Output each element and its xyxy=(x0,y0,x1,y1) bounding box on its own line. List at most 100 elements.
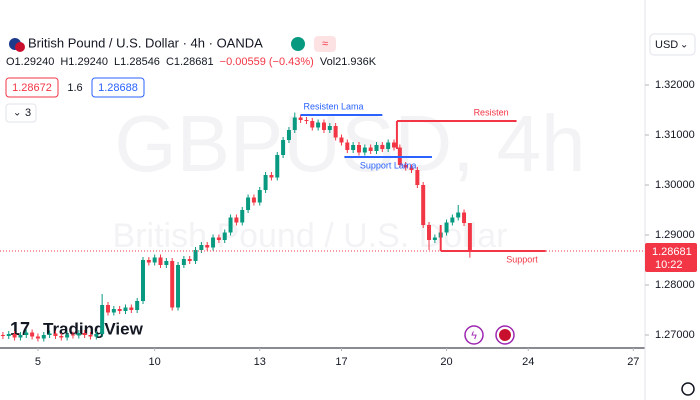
flag-icon xyxy=(499,329,511,341)
y-tick-label: 1.31000 xyxy=(655,129,695,141)
candle-body xyxy=(281,140,286,155)
countdown: 10:22 xyxy=(655,259,683,271)
market-open-dot[interactable] xyxy=(291,37,305,51)
ohlc-value: −0.00559 (−0.43%) xyxy=(220,56,314,68)
y-tick-label: 1.32000 xyxy=(655,79,695,91)
candle-body xyxy=(129,307,134,310)
x-tick-label: 20 xyxy=(440,356,452,368)
level-label: Support Lama xyxy=(360,160,417,170)
ohlc-row: O1.29240 H1.29240 L1.28546 C1.28681 −0.00559… xyxy=(6,56,377,68)
candle-body xyxy=(246,197,251,210)
logo-text: TradingView xyxy=(43,319,144,338)
bid-price[interactable]: 1.28672 xyxy=(12,82,52,94)
candle-body xyxy=(53,333,58,336)
level-label: Resisten xyxy=(474,107,509,117)
currency-select[interactable] xyxy=(649,33,696,56)
candle-body xyxy=(59,336,64,338)
candle-body xyxy=(41,335,46,339)
candle-body xyxy=(374,145,379,151)
y-tick-label: 1.29000 xyxy=(655,229,695,241)
sell-button[interactable] xyxy=(5,77,59,98)
candle-body xyxy=(117,309,122,311)
candle-body xyxy=(135,301,140,310)
x-tick-label: 5 xyxy=(35,356,41,368)
candle-body xyxy=(421,185,426,225)
ohlc-value: L1.28546 xyxy=(114,56,160,68)
candle-body xyxy=(205,245,210,248)
x-tick-label: 13 xyxy=(254,356,266,368)
candle-body xyxy=(222,232,227,240)
watermark-symbol: GBPUSD, 4h xyxy=(114,99,585,188)
candle-body xyxy=(356,145,361,153)
candle-body xyxy=(310,121,315,128)
ohlc-value: C1.28681 xyxy=(166,56,214,68)
candle-body xyxy=(181,259,186,265)
candle-body xyxy=(24,332,29,335)
candle-body xyxy=(368,147,373,151)
candle-body xyxy=(432,237,437,240)
candle-body xyxy=(170,261,175,308)
candle-body xyxy=(345,142,350,150)
candle-body xyxy=(362,147,367,153)
candle-body xyxy=(380,145,385,149)
status-icon: ≈ xyxy=(322,38,328,50)
candle-body xyxy=(199,245,204,250)
candle-body xyxy=(467,223,472,251)
candle-body xyxy=(327,126,332,130)
candle-body xyxy=(216,237,221,240)
candle-body xyxy=(444,222,449,233)
candle-body xyxy=(251,197,256,203)
candle-body xyxy=(76,333,81,336)
buy-button[interactable] xyxy=(91,77,145,98)
symbol-title[interactable]: British Pound / U.S. Dollar · 4h · OANDA xyxy=(28,35,263,50)
candle-body xyxy=(193,250,198,261)
candle-body xyxy=(141,260,146,301)
candle-body xyxy=(298,117,303,120)
y-tick-label: 1.28000 xyxy=(655,279,695,291)
currency[interactable]: USD xyxy=(655,39,678,51)
candle-body xyxy=(30,332,35,337)
candle-body xyxy=(158,257,163,265)
ask-price[interactable]: 1.28688 xyxy=(98,82,138,94)
candle-body xyxy=(187,259,192,261)
candle-body xyxy=(263,175,268,190)
chevron: ⌄ xyxy=(680,40,688,51)
settings-icon[interactable] xyxy=(681,382,695,396)
candle-body xyxy=(164,261,169,265)
candle-body xyxy=(456,212,461,218)
current-price-tag xyxy=(645,242,697,272)
lightning: ϟ xyxy=(471,330,477,342)
candle-body xyxy=(105,305,110,313)
candle-body xyxy=(269,175,274,178)
status-badge[interactable] xyxy=(314,36,336,52)
level-label: Support xyxy=(506,254,538,264)
candle-body xyxy=(386,142,391,149)
candle-body xyxy=(94,334,99,337)
events-icon[interactable] xyxy=(464,325,484,345)
candle-body xyxy=(333,126,338,138)
candle-body xyxy=(240,210,245,223)
candle-body xyxy=(392,142,397,148)
candle-body xyxy=(0,335,5,336)
candle-body xyxy=(35,336,40,339)
candle-body xyxy=(47,333,52,335)
x-tick-label: 10 xyxy=(149,356,161,368)
candle-body xyxy=(6,334,11,336)
candle-body xyxy=(88,335,93,337)
x-tick-label: 24 xyxy=(522,356,534,368)
candle-body xyxy=(65,334,70,338)
indicators-toggle[interactable] xyxy=(5,103,37,123)
ohlc-value: Vol21.936K xyxy=(320,56,377,68)
candle-body xyxy=(176,265,181,308)
candle-body xyxy=(351,145,356,150)
y-tick-label: 1.30000 xyxy=(655,179,695,191)
candle-body xyxy=(70,334,75,336)
candle-body xyxy=(339,137,344,143)
candle-body xyxy=(211,237,216,248)
candle-body xyxy=(257,190,262,203)
candle-body xyxy=(146,260,151,263)
candle-body xyxy=(304,120,309,121)
candle-body xyxy=(321,122,326,130)
